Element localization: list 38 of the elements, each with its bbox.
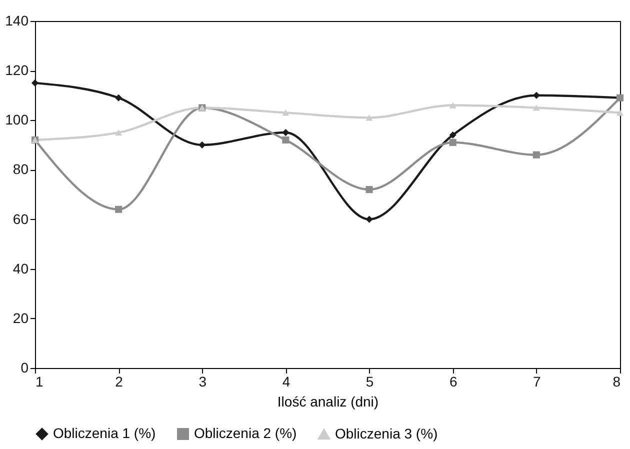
x-tick-label: 4 (282, 374, 290, 390)
point (616, 110, 624, 116)
x-tick-label: 7 (533, 374, 542, 390)
point (366, 216, 373, 223)
point (115, 206, 122, 213)
point (366, 114, 373, 121)
point (449, 131, 456, 139)
y-tick-label: 40 (12, 260, 29, 276)
x-tick-label: 5 (366, 374, 374, 390)
x-tick-label: 2 (115, 374, 124, 390)
y-tick-label: 20 (12, 310, 29, 326)
x-tick-label: 3 (198, 374, 207, 390)
point (449, 138, 456, 146)
y-tick-label: 80 (12, 161, 29, 178)
point (282, 129, 290, 136)
y-tick-label: 120 (5, 62, 29, 78)
point (282, 136, 290, 144)
y-tick-label: 100 (5, 112, 29, 128)
x-tick-label: 1 (36, 374, 44, 390)
legend-label: Obliczenia 3 (%) (335, 425, 438, 442)
legend-label: Obliczenia 2 (%) (194, 425, 297, 441)
point (366, 186, 373, 194)
point (532, 92, 540, 99)
legend-label: Obliczenia 1 (%) (53, 425, 156, 441)
point (532, 104, 540, 111)
point (532, 151, 540, 158)
point (282, 110, 290, 116)
y-tick-label: 60 (12, 210, 29, 227)
x-tick-label: 6 (449, 374, 458, 390)
point (115, 94, 122, 102)
point (198, 141, 206, 148)
point (31, 79, 39, 86)
y-tick-label: 0 (20, 360, 29, 376)
point (449, 102, 456, 108)
x-axis-title: Ilość analiz (dni) (277, 394, 379, 410)
y-tick-label: 140 (5, 12, 29, 28)
x-tick-label: 8 (612, 374, 621, 390)
point (115, 129, 122, 136)
